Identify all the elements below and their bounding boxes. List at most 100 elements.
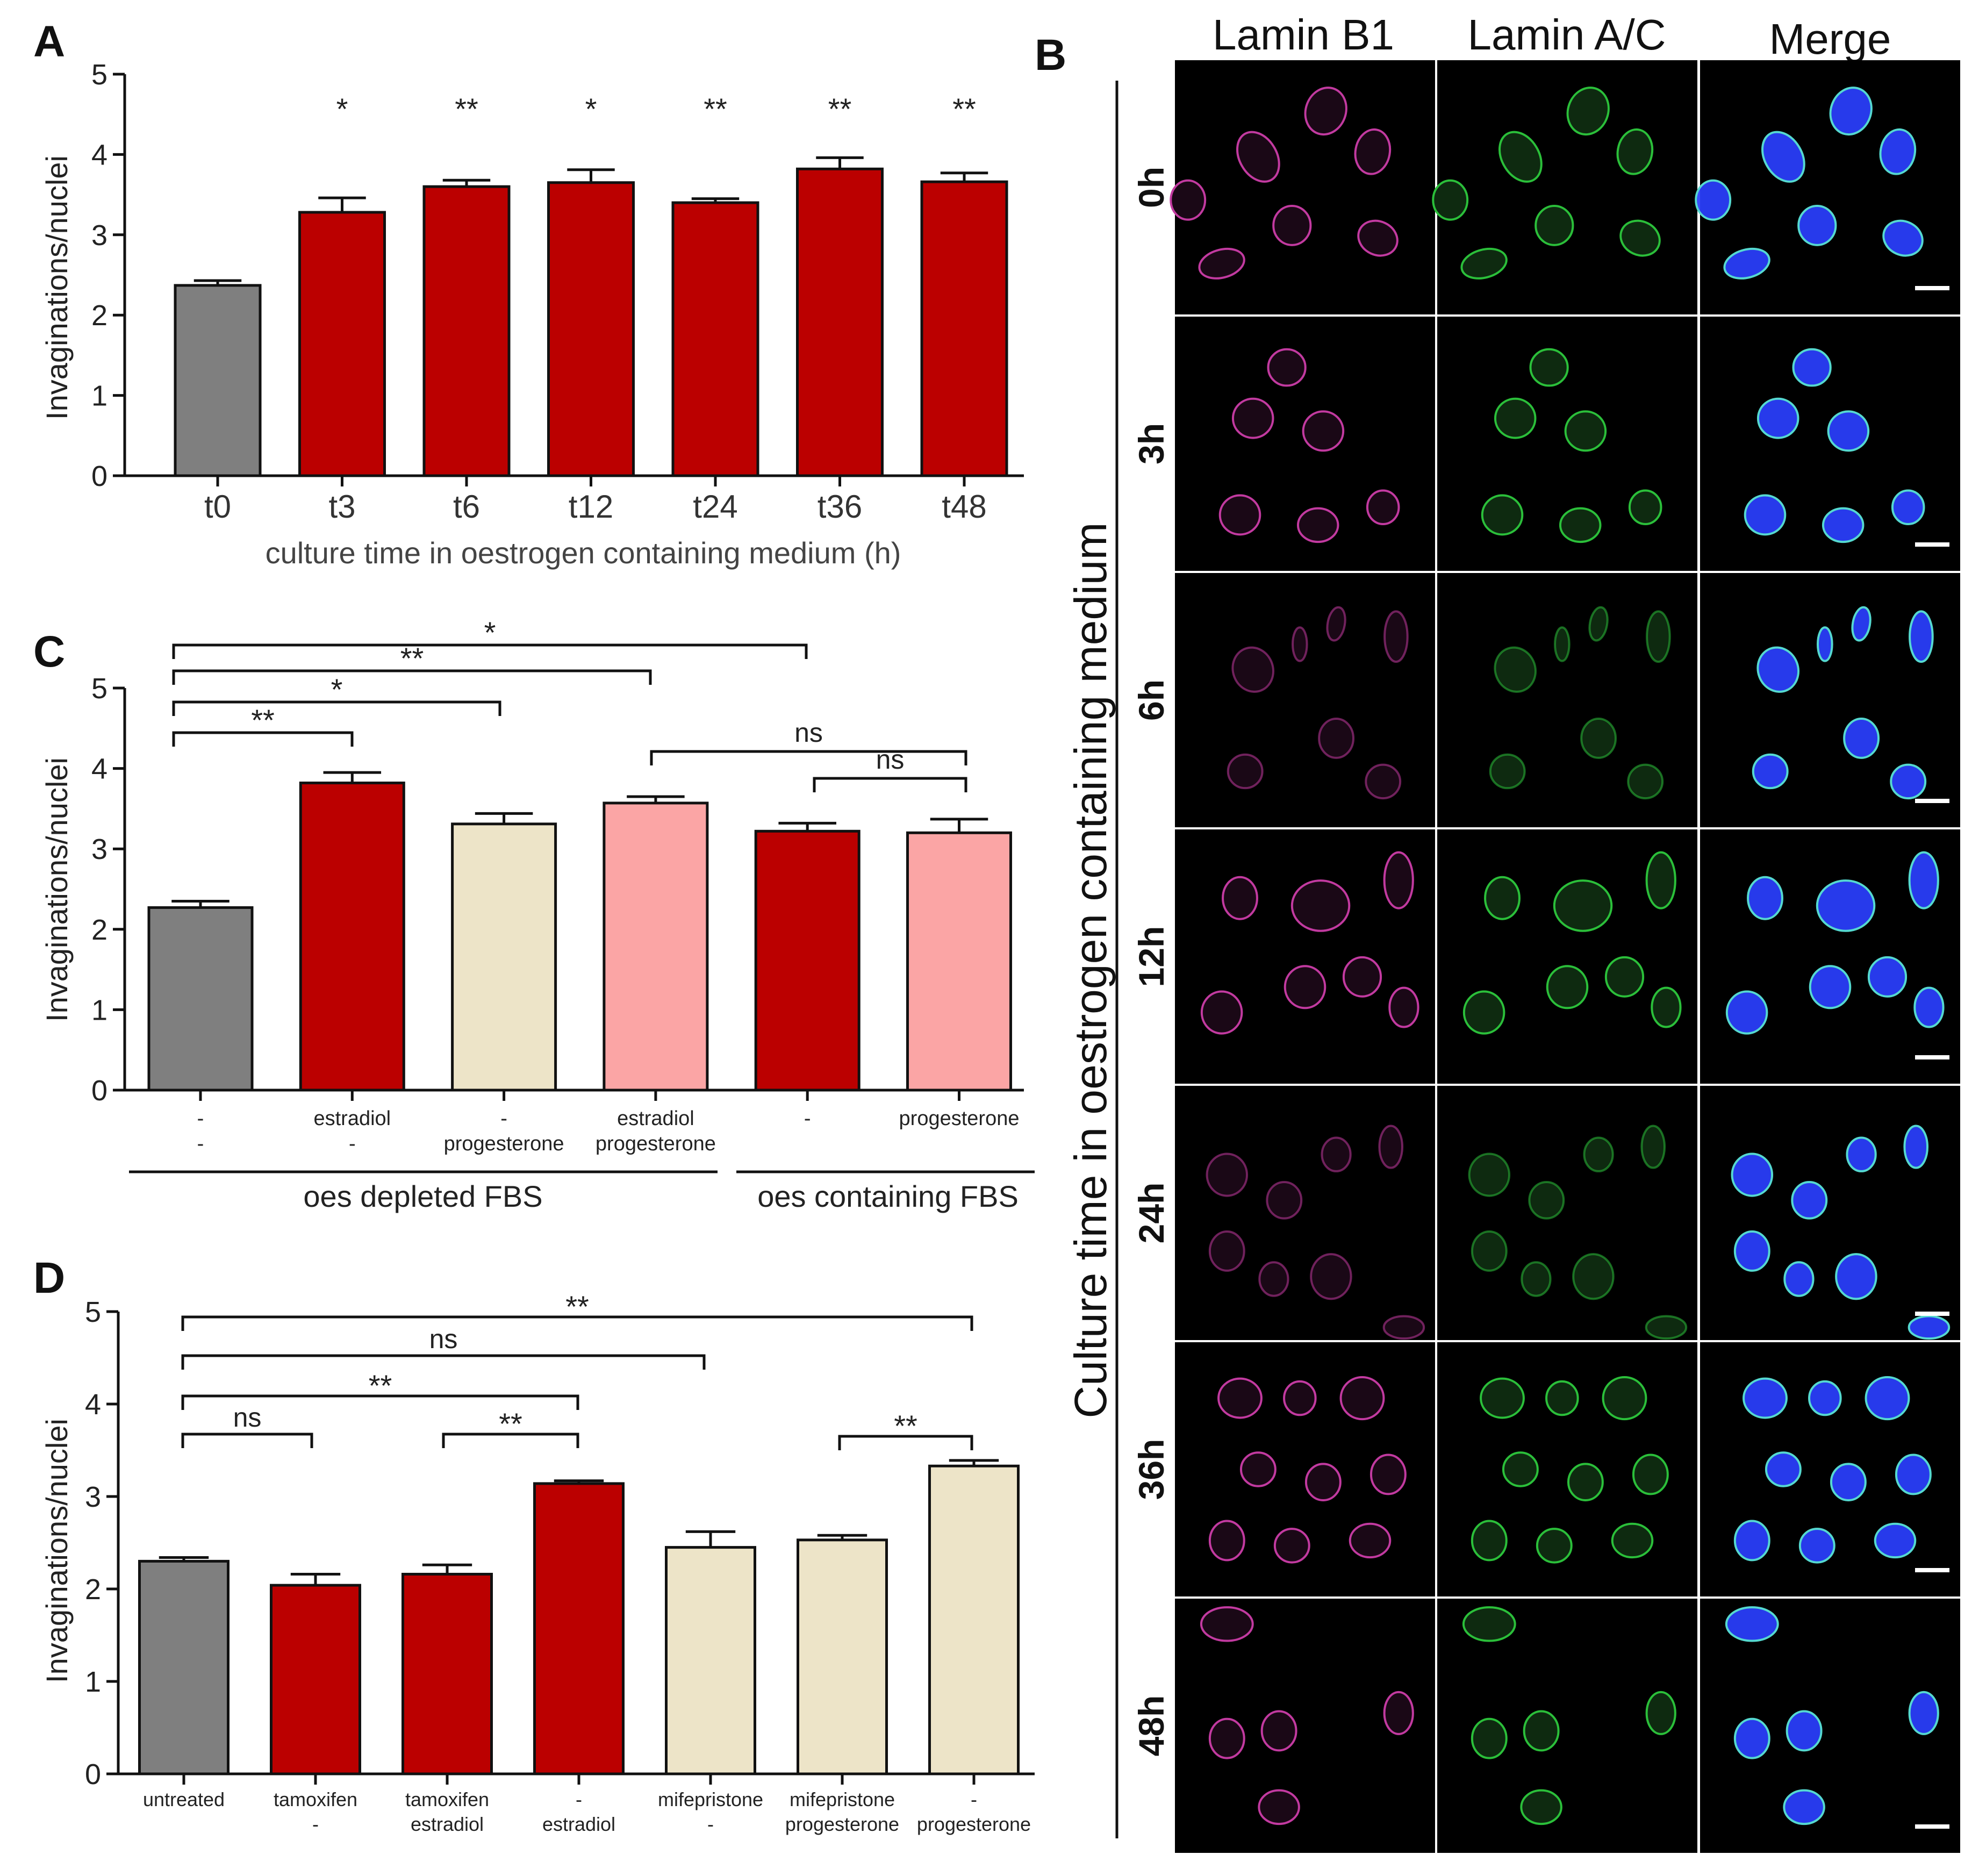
cell-nucleus <box>1835 1253 1877 1300</box>
cell-nucleus <box>1733 1520 1770 1562</box>
cell-nucleus <box>1752 753 1789 790</box>
column-header-merge: Merge <box>1769 15 1891 63</box>
group-label-containing: oes containing FBS <box>757 1179 1019 1213</box>
chart-c-ytick-label: 3 <box>91 833 107 865</box>
cell-nucleus <box>1798 1528 1835 1564</box>
chart-d-significance-label: ** <box>499 1407 522 1441</box>
micrograph-tile <box>1175 1086 1435 1340</box>
cell-nucleus <box>1383 851 1414 910</box>
chart-c-ytick-label: 4 <box>91 753 107 785</box>
chart-d-significance-bracket <box>181 1354 706 1370</box>
chart-d-ytick-label: 0 <box>85 1758 101 1791</box>
chart-a-xlabel: culture time in oestrogen containing med… <box>266 536 901 570</box>
cell-nucleus <box>1908 1691 1939 1735</box>
chart-c-significance-bracket <box>172 700 501 716</box>
chart-a-bar <box>422 185 511 477</box>
chart-a-ytick-label: 4 <box>91 139 107 171</box>
cell-nucleus <box>1645 851 1676 910</box>
chart-c-significance-label: ns <box>794 718 823 748</box>
cell-nucleus <box>1554 626 1571 662</box>
chart-c-significance-bracket <box>172 731 354 747</box>
chart-c-ytick-label: 2 <box>91 914 107 946</box>
cell-nucleus <box>1272 205 1312 246</box>
cell-nucleus <box>1830 1463 1867 1501</box>
cell-nucleus <box>1725 990 1768 1035</box>
cell-nucleus <box>1231 397 1274 439</box>
cell-nucleus <box>1432 179 1469 221</box>
cell-nucleus <box>1170 179 1207 221</box>
panel-letter-b: B <box>1035 31 1066 80</box>
column-header-lamin-ac: Lamin A/C <box>1467 11 1666 59</box>
cell-nucleus <box>1553 879 1613 932</box>
cell-nucleus <box>1239 1451 1277 1487</box>
cell-nucleus <box>1471 1230 1508 1272</box>
cell-nucleus <box>1733 1717 1770 1759</box>
cell-nucleus <box>1494 397 1537 439</box>
cell-nucleus <box>1843 718 1880 759</box>
chart-d-condition-label: tamoxifen <box>405 1788 489 1810</box>
chart-c-condition-label: estradiol <box>313 1107 391 1130</box>
chart-a-category-label: t6 <box>453 489 480 525</box>
cell-nucleus <box>1498 131 1543 183</box>
cell-nucleus <box>1462 1606 1516 1642</box>
chart-d-significance-label: ** <box>894 1409 917 1443</box>
cell-nucleus <box>1890 763 1927 800</box>
cell-nucleus <box>1520 1789 1562 1825</box>
chart-d-condition-label: estradiol <box>411 1813 484 1835</box>
cell-nucleus <box>1236 131 1280 183</box>
cell-nucleus <box>1756 397 1799 439</box>
cell-nucleus <box>1747 876 1783 920</box>
chart-c-condition-label: progesterone <box>444 1133 564 1155</box>
cell-nucleus <box>1867 956 1908 998</box>
chart-c-significance-label: * <box>331 672 343 706</box>
row-label: 12h <box>1131 926 1171 987</box>
column-header-lamin-b1: Lamin B1 <box>1213 11 1394 59</box>
cell-nucleus <box>1536 1528 1573 1564</box>
cell-nucleus <box>1580 718 1617 759</box>
cell-nucleus <box>1602 1376 1647 1421</box>
cell-nucleus <box>1383 610 1409 663</box>
cell-nucleus <box>1545 1380 1579 1416</box>
chart-c-condition-label: - <box>349 1133 356 1155</box>
cell-nucleus <box>1304 1463 1342 1501</box>
chart-a-ytick-label: 3 <box>91 219 107 252</box>
chart-d-condition-label: - <box>576 1788 582 1810</box>
cell-nucleus <box>1572 1253 1615 1300</box>
chart-d-condition-label: - <box>312 1813 319 1835</box>
scale-bar <box>1915 799 1949 803</box>
scale-bar <box>1915 1055 1949 1059</box>
cell-nucleus <box>1874 1522 1917 1559</box>
chart-d-condition-label: - <box>707 1813 714 1835</box>
cell-nucleus <box>1761 131 1805 183</box>
cell-nucleus <box>1357 219 1399 257</box>
cell-nucleus <box>1366 489 1400 525</box>
chart-a-significance: ** <box>455 92 478 126</box>
cell-nucleus <box>1468 1152 1511 1197</box>
cell-nucleus <box>1619 219 1661 257</box>
cell-nucleus <box>1292 626 1308 662</box>
chart-d-condition-label: untreated <box>143 1788 225 1810</box>
cell-nucleus <box>1365 763 1402 800</box>
group-label-depleted: oes depleted FBS <box>303 1179 542 1213</box>
chart-d-condition-label: progesterone <box>785 1813 899 1835</box>
chart-a-bar <box>671 201 759 477</box>
cell-nucleus <box>1583 1136 1614 1172</box>
cell-nucleus <box>1908 1315 1951 1340</box>
row-label: 3h <box>1131 423 1171 464</box>
chart-a-ytick-label: 1 <box>91 380 107 412</box>
cell-nucleus <box>1765 1451 1802 1487</box>
chart-c-significance-label: ns <box>876 744 905 775</box>
chart-d-bar <box>928 1464 1020 1775</box>
chart-c-bar <box>147 906 254 1092</box>
cell-nucleus <box>1480 1377 1525 1419</box>
chart-d-significance-bracket <box>838 1435 973 1450</box>
cell-nucleus <box>1567 1463 1604 1501</box>
cell-nucleus <box>1481 494 1524 536</box>
cell-nucleus <box>1640 1125 1666 1169</box>
cell-nucleus <box>1733 1230 1770 1272</box>
cell-nucleus <box>1895 1453 1932 1495</box>
chart-d-significance-bracket <box>181 1315 973 1331</box>
cell-nucleus <box>1258 1789 1300 1825</box>
cell-nucleus <box>1909 610 1934 663</box>
chart-a-bar <box>174 284 262 477</box>
